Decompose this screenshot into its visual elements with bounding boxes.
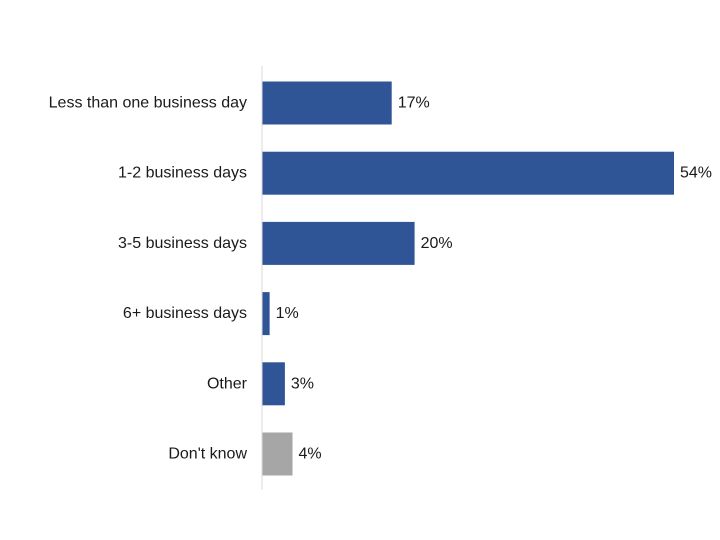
data-label: 17% <box>398 95 430 112</box>
bar <box>262 81 392 125</box>
data-label: 54% <box>680 165 712 182</box>
labels-layer: Less than one business day 17% 1-2 busines… <box>49 95 712 463</box>
category-label: Other <box>207 375 248 392</box>
category-label: 6+ business days <box>123 305 247 322</box>
bar <box>262 292 270 336</box>
bar <box>262 432 293 476</box>
category-label: Less than one business day <box>49 95 247 112</box>
category-label: Don't know <box>168 446 247 463</box>
category-label: 3-5 business days <box>118 235 247 252</box>
data-label: 1% <box>276 305 299 322</box>
bars-layer <box>262 81 674 476</box>
bar <box>262 362 285 406</box>
bar <box>262 221 415 265</box>
data-label: 4% <box>299 446 322 463</box>
data-label: 20% <box>421 235 453 252</box>
category-label: 1-2 business days <box>118 165 247 182</box>
bar <box>262 151 674 195</box>
data-label: 3% <box>291 375 314 392</box>
